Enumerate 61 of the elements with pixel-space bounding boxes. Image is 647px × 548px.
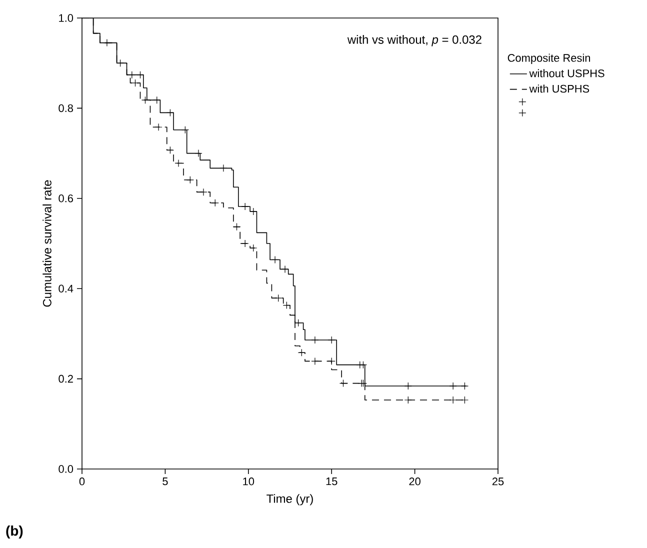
point (200, 188, 208, 196)
point (241, 202, 249, 210)
point (166, 108, 174, 117)
annotation: with vs without, p = 0.032 (347, 35, 482, 46)
y-tick-label: 0.4 (58, 284, 74, 292)
point (241, 240, 249, 248)
point (359, 380, 368, 388)
point (449, 396, 457, 404)
point (232, 223, 241, 231)
y-axis-title: Cumulative survival rate (42, 180, 52, 307)
point (449, 382, 457, 390)
point (103, 39, 111, 47)
y-tick-label: 1.0 (59, 14, 74, 22)
point (166, 146, 174, 154)
legend-label: with USPHS (529, 84, 590, 93)
point (298, 348, 306, 356)
y-tick-label: 0.2 (58, 374, 73, 383)
point (141, 96, 150, 104)
point (250, 208, 258, 216)
y-tick-label: 0.6 (58, 194, 73, 202)
point (339, 380, 348, 388)
point (220, 164, 228, 172)
point (186, 176, 194, 184)
point (311, 357, 319, 366)
y-tick-label: 0.8 (58, 104, 73, 112)
point (181, 126, 189, 134)
point (460, 382, 469, 390)
point (154, 123, 162, 131)
point (131, 79, 140, 87)
x-tick-label: 20 (409, 478, 420, 486)
point (136, 71, 144, 79)
x-tick-label: 25 (492, 478, 504, 486)
point (311, 336, 319, 344)
point (404, 396, 412, 404)
point (116, 59, 124, 67)
point (359, 361, 368, 369)
legend-title: Composite Resin (508, 54, 590, 64)
y-tick-label: 0.0 (58, 465, 74, 473)
point (282, 301, 290, 310)
x-tick-label: 15 (326, 478, 338, 486)
point (250, 244, 258, 252)
point (281, 265, 289, 274)
text: (b) (6, 525, 23, 538)
point (153, 96, 161, 104)
point (211, 199, 219, 207)
legend-label: without USPHS (529, 69, 604, 78)
x-tick-label: 5 (162, 478, 168, 486)
x-tick-label: 0 (79, 478, 85, 486)
x-axis-title: Time (yr) (266, 494, 313, 506)
point (174, 159, 182, 168)
point (128, 71, 136, 79)
point (404, 382, 412, 390)
point (271, 256, 279, 264)
point (358, 380, 366, 388)
point (328, 336, 336, 344)
point (460, 396, 469, 404)
point (274, 294, 282, 302)
point (194, 149, 202, 158)
point (328, 357, 336, 366)
x-tick-label: 10 (243, 478, 254, 486)
point (294, 319, 302, 327)
